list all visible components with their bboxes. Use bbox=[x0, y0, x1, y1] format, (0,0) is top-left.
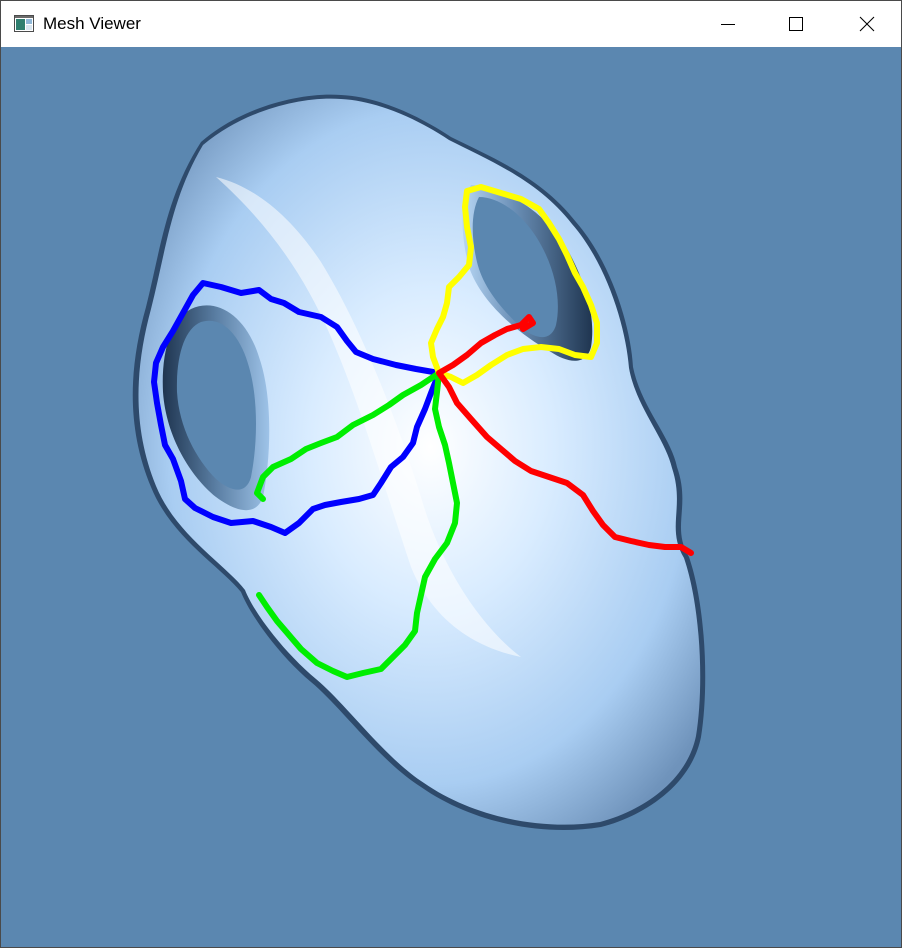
maximize-icon bbox=[789, 17, 803, 31]
close-button[interactable] bbox=[833, 1, 901, 47]
window-app-icon bbox=[14, 15, 34, 32]
maximize-button[interactable] bbox=[762, 1, 830, 47]
title-bar[interactable]: Mesh Viewer bbox=[1, 1, 901, 47]
path-green bbox=[254, 370, 460, 680]
close-icon bbox=[859, 16, 875, 32]
path-yellow bbox=[428, 184, 600, 386]
mesh-hole-right bbox=[462, 185, 593, 361]
path-red bbox=[436, 314, 694, 556]
minimize-icon bbox=[721, 24, 735, 25]
path-blue bbox=[151, 280, 442, 536]
mesh-hole-left bbox=[162, 305, 270, 511]
geodesic-paths bbox=[151, 184, 694, 680]
window-title: Mesh Viewer bbox=[43, 14, 141, 33]
mesh-scene[interactable] bbox=[1, 47, 901, 947]
minimize-button[interactable] bbox=[694, 1, 762, 47]
render-viewport[interactable] bbox=[1, 47, 901, 947]
